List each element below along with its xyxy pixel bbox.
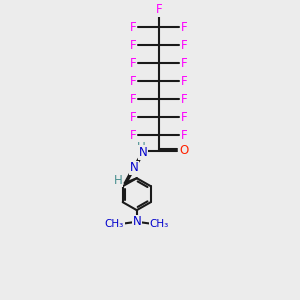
Text: F: F	[155, 3, 162, 16]
Text: F: F	[130, 57, 136, 70]
Text: H: H	[114, 174, 123, 187]
Text: F: F	[181, 111, 188, 124]
Text: F: F	[181, 21, 188, 34]
Text: CH₃: CH₃	[105, 219, 124, 229]
Text: F: F	[181, 129, 188, 142]
Text: N: N	[139, 146, 148, 159]
Text: F: F	[130, 75, 136, 88]
Text: F: F	[130, 39, 136, 52]
Text: F: F	[130, 111, 136, 124]
Text: O: O	[179, 144, 188, 157]
Text: F: F	[130, 129, 136, 142]
Text: N: N	[130, 161, 139, 175]
Text: F: F	[181, 93, 188, 106]
Text: H: H	[137, 141, 146, 154]
Text: F: F	[181, 57, 188, 70]
Text: N: N	[132, 215, 141, 228]
Text: F: F	[130, 93, 136, 106]
Text: F: F	[130, 21, 136, 34]
Text: F: F	[181, 75, 188, 88]
Text: F: F	[181, 39, 188, 52]
Text: CH₃: CH₃	[149, 219, 169, 229]
